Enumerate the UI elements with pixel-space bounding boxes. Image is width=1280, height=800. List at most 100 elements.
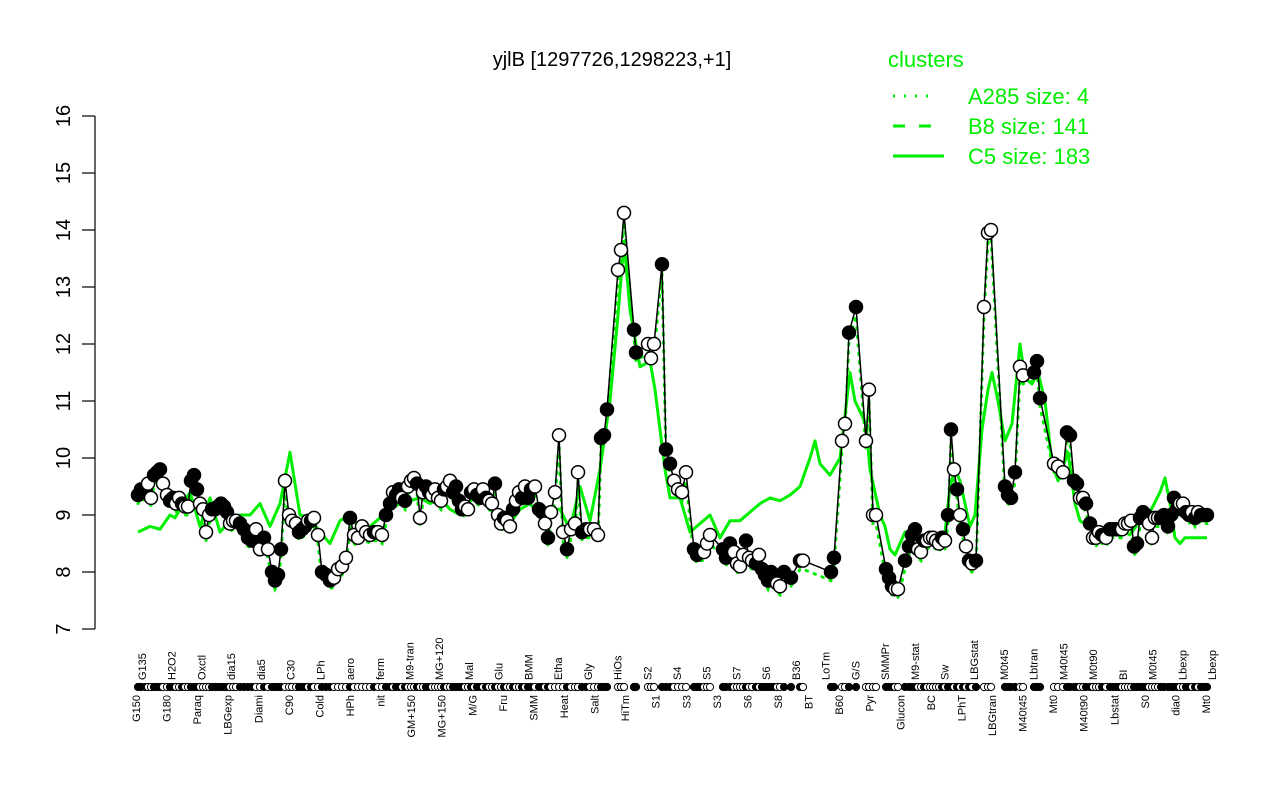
strip-marker: [1018, 682, 1028, 692]
data-point: [260, 541, 276, 557]
x-tick-label: nit: [376, 695, 388, 707]
data-point: [940, 507, 956, 523]
data-point: [841, 325, 857, 340]
data-point: [772, 579, 788, 594]
x-tick-label: G150: [131, 695, 143, 722]
data-point: [198, 524, 214, 540]
x-tick-label: LPhT: [956, 695, 968, 722]
strip-marker: [779, 682, 789, 692]
data-point: [976, 299, 992, 315]
data-point: [310, 527, 326, 543]
x-tick-label: S3: [712, 695, 724, 708]
data-point: [277, 473, 293, 489]
x-tick-label: M9-stat: [910, 643, 922, 680]
data-point: [626, 322, 642, 337]
data-point: [1029, 353, 1045, 369]
x-tick-label: dia0: [1170, 695, 1182, 716]
strip-marker: [844, 682, 854, 692]
x-tick-label: Cold: [314, 695, 326, 718]
y-tick-label: 8: [53, 566, 75, 577]
x-tick-label: Lbexp: [1177, 650, 1189, 680]
data-point: [1055, 465, 1071, 480]
data-point: [590, 527, 606, 543]
x-tick-label: G180: [162, 695, 174, 722]
data-point: [559, 541, 575, 557]
data-point: [613, 242, 629, 258]
x-tick-label: GM+150: [406, 695, 418, 738]
data-point: [751, 547, 767, 563]
x-tick-label: LPh: [315, 660, 327, 680]
data-point: [273, 541, 289, 557]
data-point: [1069, 476, 1085, 491]
x-tick-label: S7: [731, 667, 743, 680]
data-point: [1129, 536, 1145, 551]
x-tick-label: BT: [804, 695, 816, 709]
x-tick-label: S1: [651, 695, 663, 708]
data-point: [952, 507, 968, 523]
x-tick-label: ferm: [375, 658, 387, 680]
x-tick-label: HiTm: [620, 695, 632, 721]
data-point: [540, 530, 556, 546]
x-tick-label: LBGexp: [223, 695, 235, 735]
x-tick-label: BI: [1118, 670, 1130, 680]
data-point: [937, 533, 953, 548]
y-tick-label: 7: [53, 623, 75, 634]
data-point: [610, 262, 626, 278]
x-tick-label: M/G: [467, 695, 479, 716]
data-point: [861, 382, 877, 397]
x-tick-label: Gly: [583, 663, 595, 680]
x-tick-label: Etha: [553, 656, 565, 680]
data-point: [616, 205, 632, 221]
data-point: [189, 482, 205, 497]
data-point: [1199, 507, 1215, 523]
x-tick-label: S8: [773, 695, 785, 708]
strip-marker: [971, 682, 981, 692]
data-point: [338, 550, 354, 565]
x-tick-label: S6: [761, 667, 773, 680]
x-tick-label: S4: [672, 667, 684, 680]
data-point: [983, 222, 999, 238]
chart-title: yjlB [1297726,1298223,+1]: [493, 49, 732, 71]
legend-title: clusters: [888, 47, 964, 72]
x-tick-label: Mal: [464, 662, 476, 680]
data-point: [537, 516, 553, 531]
x-tick-label: Lbtran: [1029, 649, 1041, 680]
data-point: [674, 484, 690, 500]
data-point: [1144, 530, 1160, 546]
data-point: [943, 422, 959, 437]
x-tick-label: B36: [791, 660, 803, 680]
data-point: [1032, 390, 1048, 406]
x-tick-label: G/S: [850, 661, 862, 680]
legend-entry-c5: C5 size: 183: [968, 144, 1090, 169]
data-point: [342, 510, 358, 526]
strip-marker: [986, 682, 996, 692]
data-point: [955, 522, 971, 537]
data-point: [306, 510, 322, 526]
x-axis-labels: G135 H2O2 Oxctl dia15 dia5 C30 LPh aero ferm M9-t…: [131, 638, 1219, 738]
x-tick-label: S0: [1140, 695, 1152, 708]
x-tick-label: HiOs: [613, 655, 625, 680]
data-point: [543, 504, 559, 520]
legend: clusters A285 size: 4 B8 size: 141 C5 si…: [888, 47, 1090, 169]
y-tick-label: 12: [53, 333, 75, 355]
strip-marker: [619, 682, 629, 692]
x-tick-label: S2: [642, 667, 654, 680]
x-tick-label: Lbexp: [1207, 650, 1219, 680]
y-tick-label: 14: [53, 219, 75, 241]
data-point: [738, 533, 754, 548]
data-point: [826, 550, 842, 565]
strip-marker: [829, 682, 839, 692]
strip-marker: [798, 682, 808, 692]
x-tick-label: Fru: [498, 695, 510, 712]
x-tick-label: Oxctl: [196, 655, 208, 680]
strip-marker: [602, 682, 612, 692]
x-tick-label: LBGtran: [987, 695, 999, 736]
x-tick-label: M40t45: [1058, 643, 1070, 680]
x-tick-label: Mt0: [1201, 695, 1213, 713]
x-tick-label: Mt0: [1048, 695, 1060, 713]
data-point: [628, 345, 644, 360]
data-point: [270, 567, 286, 583]
data-point: [837, 416, 853, 432]
x-tick-label: C90: [284, 695, 296, 715]
